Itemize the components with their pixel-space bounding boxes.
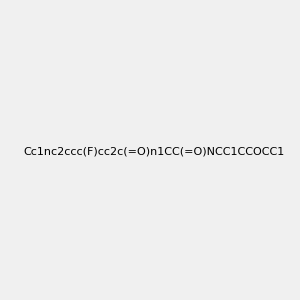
Text: Cc1nc2ccc(F)cc2c(=O)n1CC(=O)NCC1CCOCC1: Cc1nc2ccc(F)cc2c(=O)n1CC(=O)NCC1CCOCC1 <box>23 146 284 157</box>
